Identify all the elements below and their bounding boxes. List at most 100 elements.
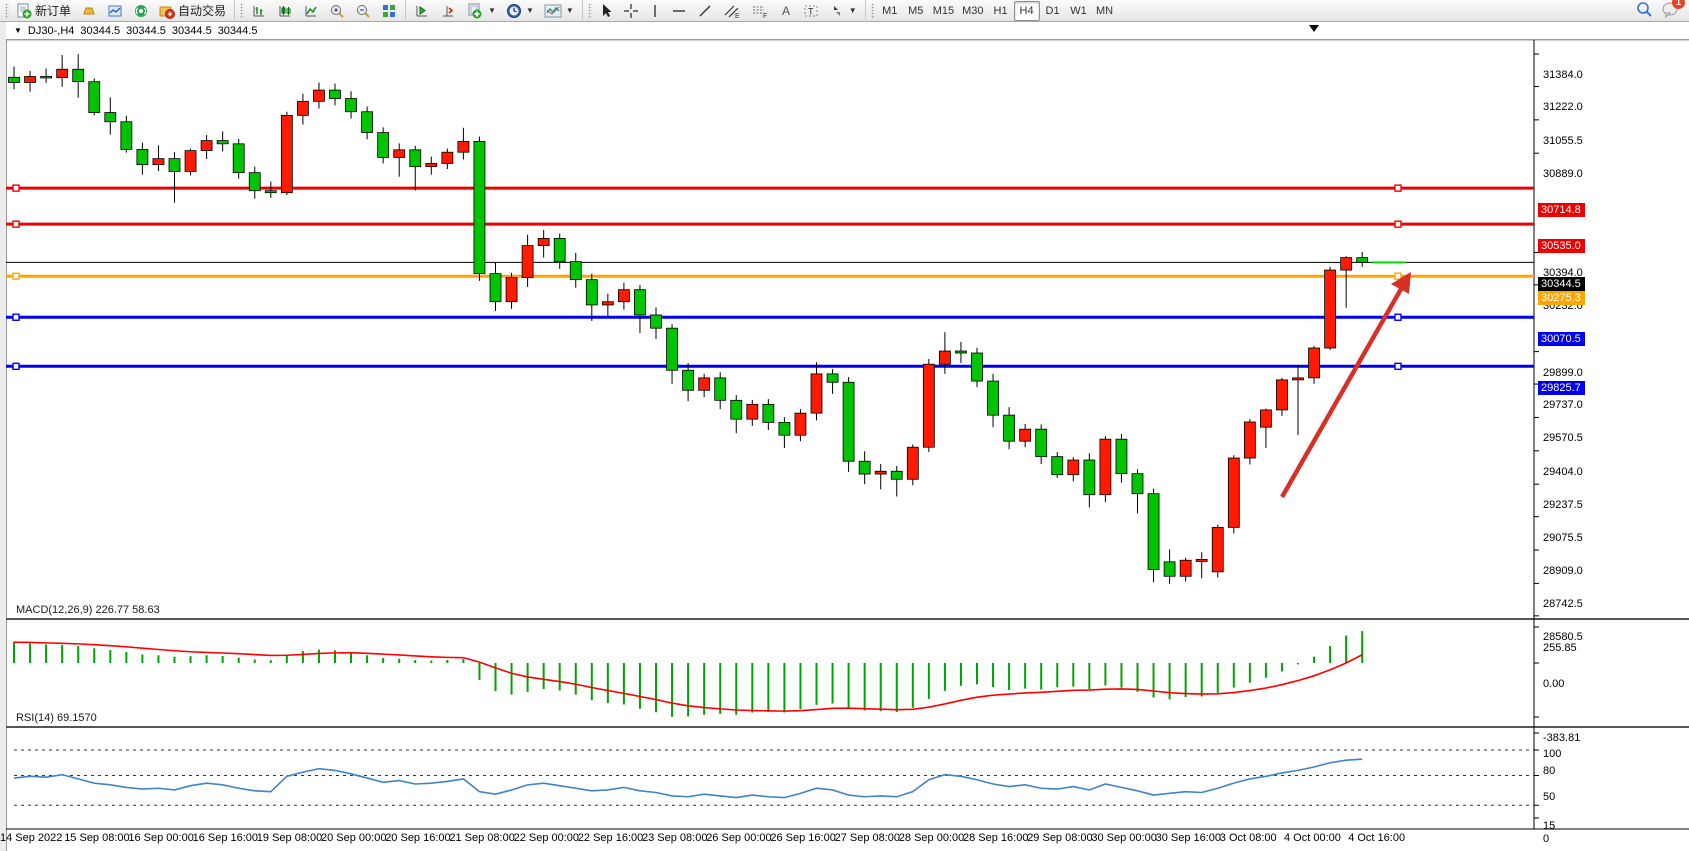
zoom-out-button[interactable] <box>350 0 376 22</box>
channel-button[interactable]: E <box>718 0 746 22</box>
timeframe-m30[interactable]: M30 <box>962 4 984 17</box>
time-axis-label: 23 Sep 08:00 <box>642 832 708 844</box>
quote-open: 30344.5 <box>80 24 121 37</box>
zoom-in-button[interactable] <box>324 0 350 22</box>
candle-5 <box>88 81 101 113</box>
candle-51 <box>826 373 839 383</box>
candle-68 <box>1099 438 1112 496</box>
vertical-line-button[interactable] <box>644 0 666 22</box>
candle-67 <box>1083 459 1096 496</box>
price-tick: 30394.0 <box>1543 267 1583 280</box>
cursor-arrow-icon <box>599 3 613 19</box>
notifications-button[interactable]: 1 <box>1661 0 1685 21</box>
candle-44 <box>714 377 727 401</box>
candle-37 <box>601 301 614 306</box>
macd-tick: 255.85 <box>1543 642 1577 654</box>
timeframe-m15[interactable]: M15 <box>932 4 955 17</box>
candle-15 <box>248 172 261 192</box>
new-chart-button[interactable]: ▼ <box>461 0 501 22</box>
price-label-30070.5: 30070.5 <box>1538 332 1585 347</box>
notification-badge: 1 <box>1672 0 1685 9</box>
candle-59 <box>955 350 967 354</box>
candle-34 <box>553 237 566 263</box>
candle-14 <box>232 143 245 174</box>
time-axis-label: 20 Sep 00:00 <box>321 832 387 844</box>
time-axis-label: 16 Sep 16:00 <box>192 832 259 844</box>
gold-button[interactable] <box>76 0 102 22</box>
time-axis-label: 3 Oct 08:00 <box>1219 832 1277 844</box>
indicators-button[interactable]: ▼ <box>539 0 579 22</box>
auto-scroll-icon <box>414 3 430 19</box>
chart-canvas[interactable] <box>6 22 1689 833</box>
candlestick-chart-button[interactable] <box>272 0 298 22</box>
time-axis-label: 22 Sep 00:00 <box>513 832 580 844</box>
toolbar-grip[interactable] <box>5 2 9 19</box>
candle-36 <box>585 279 598 306</box>
timeframe-m5[interactable]: M5 <box>908 4 924 17</box>
timeframe-h4[interactable]: H4 <box>1013 0 1040 21</box>
trendline-button[interactable] <box>692 0 718 22</box>
timeframe-d1[interactable]: D1 <box>1045 4 1060 17</box>
chart-collapse-icon[interactable]: ▼ <box>14 26 22 35</box>
tile-windows-button[interactable] <box>376 0 402 22</box>
horizontal-line-button[interactable] <box>666 0 692 22</box>
candle-27 <box>441 151 454 164</box>
candle-23 <box>377 132 390 158</box>
text-label-button[interactable]: T <box>798 0 824 22</box>
auto-trading-icon <box>159 3 176 19</box>
candle-55 <box>890 470 903 480</box>
time-axis-label: 26 Sep 16:00 <box>770 832 836 844</box>
candle-71 <box>1147 493 1160 570</box>
signals-button[interactable] <box>128 0 154 22</box>
timeframe-m1[interactable]: M1 <box>882 4 898 17</box>
macd-tick: 0.00 <box>1543 678 1565 690</box>
signal-icon <box>133 3 149 19</box>
time-axis-label: 27 Sep 08:00 <box>834 832 901 844</box>
text-button[interactable]: A <box>774 0 798 22</box>
fibonacci-button[interactable]: F <box>746 0 774 22</box>
time-axis-label: 20 Sep 16:00 <box>385 832 451 844</box>
crosshair-button[interactable] <box>618 0 644 22</box>
timeframe-h1[interactable]: H1 <box>993 4 1008 17</box>
market-watch-button[interactable] <box>102 0 128 22</box>
svg-text:F: F <box>763 13 767 19</box>
line-chart-button[interactable] <box>298 0 324 22</box>
toolbar-grip[interactable] <box>870 2 875 19</box>
search-icon[interactable] <box>1636 1 1653 21</box>
candle-69 <box>1115 438 1128 475</box>
toolbar-grip[interactable] <box>587 2 592 19</box>
cursor-button[interactable] <box>594 0 618 22</box>
arrows-button[interactable]: ▼ <box>824 0 862 22</box>
candle-53 <box>858 460 871 475</box>
new-order-button[interactable]: 新订单 <box>11 0 76 22</box>
clock-icon <box>506 3 522 19</box>
timeframe-mn[interactable]: MN <box>1095 4 1114 17</box>
toolbar-grip[interactable] <box>240 2 245 19</box>
candle-16 <box>264 190 277 194</box>
macd-indicator-label: MACD(12,26,9) 226.77 58.63 <box>16 604 160 616</box>
price-label-29825.7: 29825.7 <box>1538 381 1585 396</box>
macd-signal-line <box>13 641 1363 712</box>
auto-scroll-button[interactable] <box>409 0 435 22</box>
chart-symbol-period: DJ30-,H4 <box>27 24 75 37</box>
candle-42 <box>682 369 694 391</box>
price-tick: 28909.0 <box>1543 565 1583 578</box>
auto-trading-button[interactable]: 自动交易 <box>154 0 231 22</box>
trend-arrow-shaft <box>1280 287 1403 499</box>
candle-32 <box>521 245 534 279</box>
bar-chart-button[interactable] <box>246 0 272 22</box>
candle-58 <box>939 350 951 365</box>
candle-0 <box>8 76 20 83</box>
chevron-down-icon: ▼ <box>525 6 534 15</box>
candle-65 <box>1051 456 1064 476</box>
periods-button[interactable]: ▼ <box>501 0 539 22</box>
timeframe-w1[interactable]: W1 <box>1070 4 1087 17</box>
quote-close: 30344.5 <box>217 24 258 37</box>
chart-shift-marker <box>1309 25 1319 32</box>
time-axis-label: 22 Sep 16:00 <box>577 832 644 844</box>
price-tick: 29899.0 <box>1543 366 1583 379</box>
main-toolbar: 新订单 自动交易 ▼ ▼ ▼ <box>0 0 1689 22</box>
price-label-30535.0: 30535.0 <box>1538 239 1585 254</box>
chart-shift-button[interactable] <box>435 0 461 22</box>
